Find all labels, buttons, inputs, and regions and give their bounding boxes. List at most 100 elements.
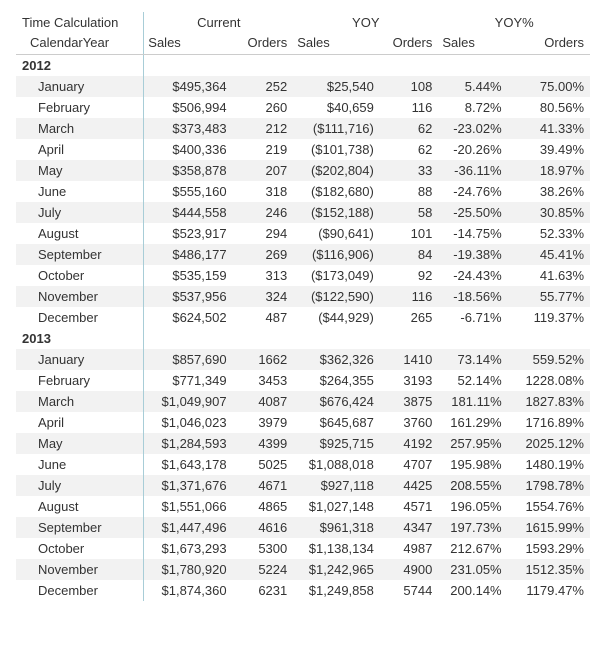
month-label: April	[16, 412, 144, 433]
cell-yoypct-orders: 1593.29%	[508, 538, 590, 559]
month-label: January	[16, 349, 144, 370]
month-label: April	[16, 139, 144, 160]
cell-current-orders: 246	[233, 202, 294, 223]
table-row: June$555,160318($182,680)88-24.76%38.26%	[16, 181, 590, 202]
cell-yoypct-orders: 38.26%	[508, 181, 590, 202]
month-label: December	[16, 580, 144, 601]
cell-current-sales: $1,673,293	[144, 538, 233, 559]
cell-current-orders: 207	[233, 160, 294, 181]
cell-yoypct-orders: 75.00%	[508, 76, 590, 97]
cell-current-sales: $1,284,593	[144, 433, 233, 454]
cell-yoy-sales: $1,088,018	[293, 454, 380, 475]
cell-current-sales: $373,483	[144, 118, 233, 139]
cell-current-sales: $535,159	[144, 265, 233, 286]
cell-current-orders: 4865	[233, 496, 294, 517]
cell-current-sales: $1,371,676	[144, 475, 233, 496]
table-row: 2012	[16, 55, 590, 77]
cell-yoypct-sales: -23.02%	[438, 118, 507, 139]
cell-current-orders: 294	[233, 223, 294, 244]
cell-yoy-sales: $676,424	[293, 391, 380, 412]
header-group-yoy: YOY	[293, 12, 438, 32]
year-label: 2012	[16, 55, 144, 77]
cell-current-orders: 269	[233, 244, 294, 265]
month-label: June	[16, 454, 144, 475]
cell-yoy-sales: $927,118	[293, 475, 380, 496]
month-label: November	[16, 559, 144, 580]
cell-current-orders: 219	[233, 139, 294, 160]
table-row: September$486,177269($116,906)84-19.38%4…	[16, 244, 590, 265]
cell-yoypct-sales: 231.05%	[438, 559, 507, 580]
table-row: March$1,049,9074087$676,4243875181.11%18…	[16, 391, 590, 412]
year-label: 2013	[16, 328, 144, 349]
month-label: July	[16, 475, 144, 496]
header-col-sales-1: Sales	[144, 32, 233, 55]
header-col-orders-2: Orders	[380, 32, 438, 55]
cell-current-orders: 3979	[233, 412, 294, 433]
month-label: November	[16, 286, 144, 307]
cell-current-sales: $1,447,496	[144, 517, 233, 538]
table-row: November$1,780,9205224$1,242,9654900231.…	[16, 559, 590, 580]
cell-current-sales: $1,049,907	[144, 391, 233, 412]
empty-cell	[144, 328, 233, 349]
cell-yoy-sales: $1,138,134	[293, 538, 380, 559]
table-row: March$373,483212($111,716)62-23.02%41.33…	[16, 118, 590, 139]
table-row: July$444,558246($152,188)58-25.50%30.85%	[16, 202, 590, 223]
cell-yoypct-sales: 5.44%	[438, 76, 507, 97]
cell-current-sales: $495,364	[144, 76, 233, 97]
cell-yoy-orders: 92	[380, 265, 438, 286]
month-label: June	[16, 181, 144, 202]
cell-yoy-orders: 4571	[380, 496, 438, 517]
empty-cell	[233, 328, 294, 349]
cell-yoy-sales: ($122,590)	[293, 286, 380, 307]
cell-current-orders: 5025	[233, 454, 294, 475]
cell-yoy-orders: 84	[380, 244, 438, 265]
cell-yoypct-orders: 1554.76%	[508, 496, 590, 517]
cell-yoypct-sales: 8.72%	[438, 97, 507, 118]
month-label: August	[16, 496, 144, 517]
cell-current-sales: $400,336	[144, 139, 233, 160]
table-row: July$1,371,6764671$927,1184425208.55%179…	[16, 475, 590, 496]
cell-yoy-orders: 3875	[380, 391, 438, 412]
cell-yoy-orders: 4987	[380, 538, 438, 559]
table-row: August$523,917294($90,641)101-14.75%52.3…	[16, 223, 590, 244]
cell-yoy-sales: ($173,049)	[293, 265, 380, 286]
table-row: October$535,159313($173,049)92-24.43%41.…	[16, 265, 590, 286]
cell-current-sales: $444,558	[144, 202, 233, 223]
cell-current-sales: $486,177	[144, 244, 233, 265]
cell-current-orders: 252	[233, 76, 294, 97]
table-row: June$1,643,1785025$1,088,0184707195.98%1…	[16, 454, 590, 475]
cell-yoy-orders: 88	[380, 181, 438, 202]
table-body: 2012January$495,364252$25,5401085.44%75.…	[16, 55, 590, 602]
cell-yoy-orders: 4900	[380, 559, 438, 580]
cell-yoypct-orders: 1179.47%	[508, 580, 590, 601]
cell-current-orders: 318	[233, 181, 294, 202]
cell-yoy-orders: 116	[380, 97, 438, 118]
cell-yoypct-orders: 52.33%	[508, 223, 590, 244]
month-label: October	[16, 538, 144, 559]
month-label: January	[16, 76, 144, 97]
table-header: Time Calculation Current YOY YOY% Calend…	[16, 12, 590, 55]
cell-yoypct-sales: 257.95%	[438, 433, 507, 454]
cell-yoy-sales: ($44,929)	[293, 307, 380, 328]
cell-yoy-orders: 1410	[380, 349, 438, 370]
header-time-calc: Time Calculation	[16, 12, 144, 32]
cell-yoy-orders: 5744	[380, 580, 438, 601]
empty-cell	[293, 328, 380, 349]
empty-cell	[508, 55, 590, 77]
table-row: January$857,6901662$362,326141073.14%559…	[16, 349, 590, 370]
cell-yoypct-sales: 52.14%	[438, 370, 507, 391]
month-label: March	[16, 118, 144, 139]
table-row: October$1,673,2935300$1,138,1344987212.6…	[16, 538, 590, 559]
cell-yoypct-orders: 1228.08%	[508, 370, 590, 391]
cell-yoypct-orders: 2025.12%	[508, 433, 590, 454]
cell-yoypct-orders: 80.56%	[508, 97, 590, 118]
cell-yoypct-orders: 1798.78%	[508, 475, 590, 496]
month-label: May	[16, 433, 144, 454]
table-row: December$1,874,3606231$1,249,8585744200.…	[16, 580, 590, 601]
cell-yoy-sales: ($152,188)	[293, 202, 380, 223]
empty-cell	[380, 55, 438, 77]
empty-cell	[508, 328, 590, 349]
cell-yoy-orders: 58	[380, 202, 438, 223]
month-label: March	[16, 391, 144, 412]
cell-current-orders: 324	[233, 286, 294, 307]
